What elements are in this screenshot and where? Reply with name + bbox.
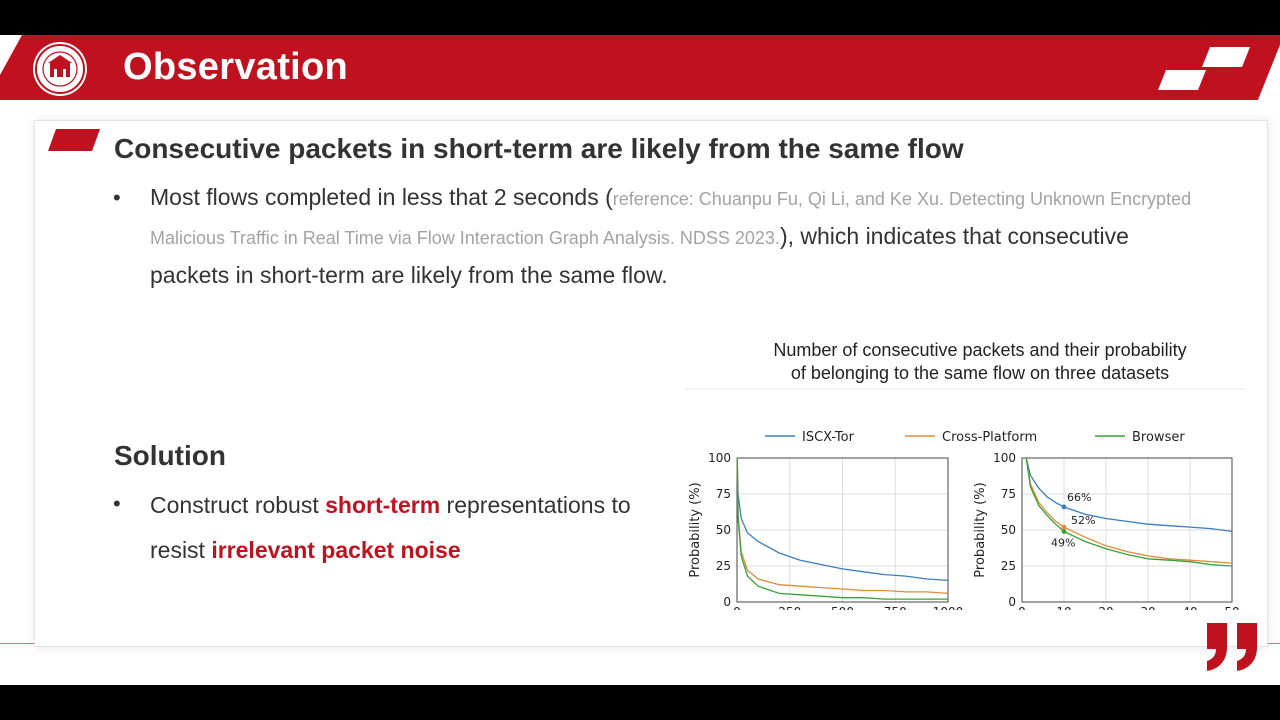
section-marker-icon (48, 129, 100, 151)
y-tick-label: 100 (708, 451, 731, 465)
series-line-iscx-tor (1025, 457, 1233, 533)
solution-heading: Solution (114, 440, 226, 471)
bullet-dot: • (113, 491, 121, 516)
y-axis-label: Probability (%) (973, 482, 988, 577)
x-tick-label: 50 (1224, 605, 1239, 610)
annotation-label: 49% (1051, 536, 1075, 549)
page-title: Observation (123, 46, 349, 88)
x-tick-label: 500 (831, 605, 854, 610)
observation-bullet-tail: ), which indicates that consecutive pack… (150, 223, 1129, 288)
solution-text-1: Construct robust (150, 492, 326, 518)
y-tick-label: 0 (723, 595, 731, 609)
header-band (0, 35, 1280, 100)
annotation-label: 52% (1071, 514, 1095, 527)
slide: Observation Consecutive packets in short… (0, 35, 1280, 685)
y-tick-label: 0 (1008, 595, 1016, 609)
series-line-cross-platform (1025, 457, 1233, 564)
content-card (34, 120, 1268, 647)
y-tick-label: 75 (716, 487, 731, 501)
chart-svg: ISCX-TorCross-PlatformBrowser02505007501… (685, 388, 1245, 610)
chart-title-line-2: of belonging to the same flow on three d… (790, 363, 1170, 383)
x-tick-label: 0 (1018, 605, 1026, 610)
y-tick-label: 75 (1001, 487, 1016, 501)
solution-text-2: representations to resist (150, 492, 631, 563)
reference-citation: reference: Chuanpu Fu, Qi Li, and Ke Xu.… (150, 189, 1192, 248)
solution-bullet: Construct robust short-term representati… (150, 483, 690, 573)
x-tick-label: 0 (733, 605, 741, 610)
x-tick-label: 40 (1182, 605, 1197, 610)
annotation-point (1061, 529, 1067, 534)
series-line-browser (736, 457, 948, 600)
legend-label: ISCX-Tor (802, 430, 855, 445)
y-tick-label: 50 (1001, 523, 1016, 537)
series-line-browser (1025, 457, 1233, 567)
x-tick-label: 10 (1056, 605, 1071, 610)
x-tick-label: 750 (884, 605, 907, 610)
y-tick-label: 50 (716, 523, 731, 537)
x-tick-label: 30 (1140, 605, 1155, 610)
bullet-dot: • (113, 185, 121, 210)
y-axis-label: Probability (%) (688, 482, 703, 577)
annotation-point (1061, 524, 1067, 530)
legend-label: Browser (1132, 430, 1185, 445)
y-tick-label: 100 (993, 451, 1016, 465)
observation-heading: Consecutive packets in short-term are li… (114, 133, 964, 164)
legend-label: Cross-Platform (942, 430, 1037, 445)
observation-bullet-lead: Most flows completed in less that 2 seco… (150, 184, 613, 210)
chart-figure: Number of consecutive packets and their … (680, 335, 1260, 610)
series-line-iscx-tor (736, 457, 949, 582)
y-tick-label: 25 (1001, 559, 1016, 573)
plot-frame (736, 457, 949, 603)
x-tick-label: 250 (778, 605, 801, 610)
observation-bullet: Most flows completed in less that 2 seco… (150, 179, 1210, 294)
x-tick-label: 20 (1098, 605, 1113, 610)
annotation-point (1061, 504, 1067, 510)
annotation-label: 66% (1067, 491, 1091, 504)
x-tick-label: 1000 (933, 605, 964, 610)
university-seal-icon (33, 42, 87, 96)
emphasis-irrelevant-noise: irrelevant packet noise (211, 537, 461, 563)
series-line-cross-platform (736, 457, 949, 595)
y-tick-label: 25 (716, 559, 731, 573)
chart-title-line-1: Number of consecutive packets and their … (773, 340, 1187, 360)
emphasis-short-term: short-term (325, 492, 441, 518)
closing-quote-icon (1207, 623, 1257, 671)
brand-parallelogram-icon (1158, 47, 1250, 90)
plot-frame (1021, 457, 1233, 603)
